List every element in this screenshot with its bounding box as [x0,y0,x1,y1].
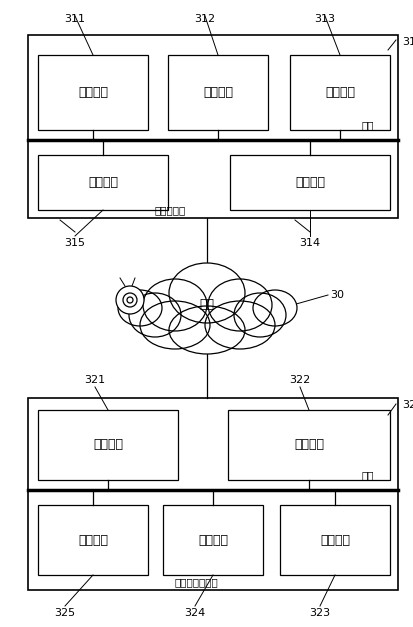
Ellipse shape [142,279,206,331]
Text: 321: 321 [84,375,105,385]
Bar [28,35,397,218]
Text: 312: 312 [194,14,215,24]
Text: 校验模块: 校验模块 [324,86,354,99]
Text: 32: 32 [401,400,413,410]
Circle shape [123,293,137,307]
Bar [168,55,267,130]
Text: 存储模块: 存储模块 [88,176,118,189]
Text: 同步模块: 同步模块 [78,534,108,547]
Circle shape [116,286,144,314]
Bar [163,505,262,575]
Text: 323: 323 [309,608,330,618]
Ellipse shape [252,290,296,326]
Text: 存储模块: 存储模块 [197,534,228,547]
Text: 云端服务器: 云端服务器 [154,205,186,215]
Text: 发送模块: 发送模块 [294,176,324,189]
Text: 314: 314 [299,238,320,248]
Bar [289,55,389,130]
Ellipse shape [233,293,285,337]
Bar [38,55,147,130]
Ellipse shape [204,301,274,349]
Text: 31: 31 [401,37,413,47]
Bar [279,505,389,575]
Bar [38,410,178,480]
Text: 30: 30 [329,290,343,300]
Bar [38,505,147,575]
Text: 发送模块: 发送模块 [93,438,123,451]
Ellipse shape [140,301,209,349]
Text: 总线: 总线 [361,120,374,130]
Bar [230,155,389,210]
Circle shape [127,297,133,303]
Text: 设置模块: 设置模块 [78,86,108,99]
Ellipse shape [169,306,244,354]
Ellipse shape [169,263,244,323]
Text: 313: 313 [314,14,335,24]
Ellipse shape [118,290,161,326]
Text: 324: 324 [184,608,205,618]
Ellipse shape [207,279,271,331]
Text: 311: 311 [64,14,85,24]
Text: 接收模块: 接收模块 [293,438,323,451]
Text: 物联网终端设备: 物联网终端设备 [175,577,218,587]
Text: 网络: 网络 [199,298,214,312]
Text: 接收模块: 接收模块 [202,86,233,99]
Ellipse shape [129,293,180,337]
Text: 325: 325 [54,608,76,618]
Text: 315: 315 [64,238,85,248]
Bar [38,155,168,210]
Bar [28,398,397,590]
Text: 回退模块: 回退模块 [319,534,349,547]
Bar [228,410,389,480]
Text: 总线: 总线 [361,470,374,480]
Text: 322: 322 [289,375,310,385]
